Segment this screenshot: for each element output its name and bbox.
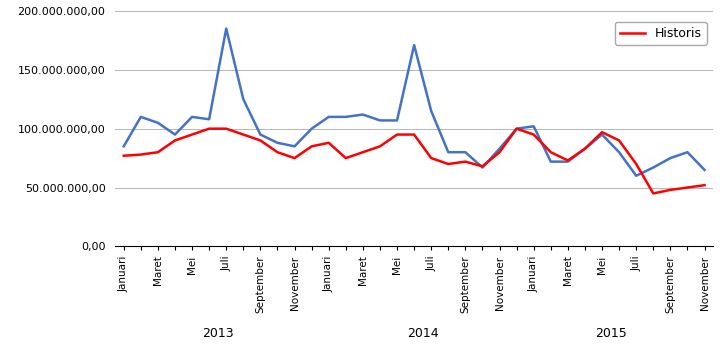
Historis [171, 138, 179, 143]
Historis [325, 141, 333, 145]
Historis [666, 188, 675, 192]
Historis [444, 162, 453, 166]
Line: Historis: Historis [124, 129, 704, 193]
Historis [649, 191, 657, 195]
Historis [529, 132, 538, 137]
Historis [513, 127, 521, 131]
Text: 2015: 2015 [595, 327, 626, 340]
Historis [204, 127, 213, 131]
Historis [256, 138, 265, 143]
Historis [478, 164, 487, 169]
Historis [188, 132, 197, 137]
Historis [341, 156, 350, 160]
Historis [222, 127, 230, 131]
Historis [427, 156, 436, 160]
Legend: Historis: Historis [615, 22, 707, 45]
Historis [615, 138, 624, 143]
Historis [580, 146, 589, 151]
Historis [700, 183, 708, 187]
Historis [137, 152, 145, 157]
Text: 2014: 2014 [407, 327, 438, 340]
Historis [392, 132, 401, 137]
Historis [273, 150, 282, 154]
Historis [376, 144, 384, 149]
Historis [546, 150, 555, 154]
Historis [359, 150, 367, 154]
Historis [153, 150, 162, 154]
Historis [632, 162, 641, 166]
Historis [598, 130, 606, 134]
Historis [307, 144, 316, 149]
Historis [461, 159, 469, 164]
Text: 2013: 2013 [202, 327, 233, 340]
Historis [683, 186, 692, 190]
Historis [290, 156, 299, 160]
Historis [239, 132, 248, 137]
Historis [564, 158, 572, 163]
Historis [410, 132, 418, 137]
Historis [120, 153, 128, 158]
Historis [495, 150, 504, 154]
